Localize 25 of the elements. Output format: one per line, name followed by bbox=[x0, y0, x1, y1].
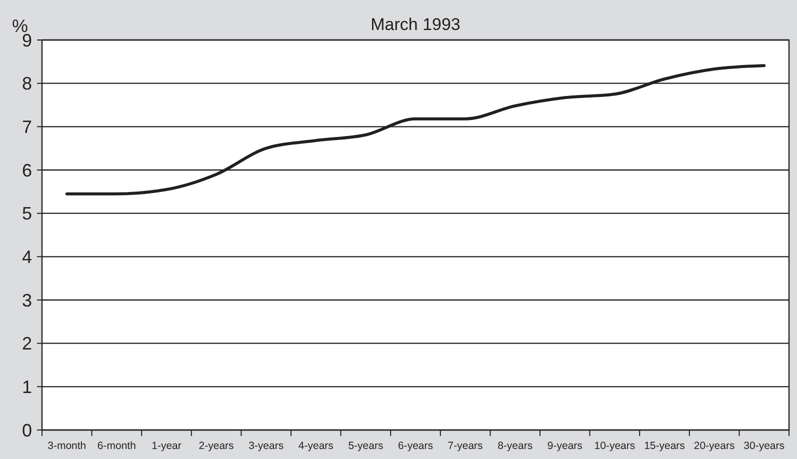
y-tick-label: 3 bbox=[22, 290, 32, 310]
x-tick-label: 4-years bbox=[298, 440, 334, 452]
x-tick-label: 10-years bbox=[594, 440, 636, 452]
x-tick-label: 20-years bbox=[694, 440, 735, 452]
y-tick-label: 1 bbox=[22, 376, 32, 397]
x-tick-label: 5-years bbox=[348, 440, 384, 452]
x-tick-label: 3-month bbox=[48, 440, 86, 452]
y-tick-label: 5 bbox=[22, 204, 32, 224]
x-tick-label: 9-years bbox=[547, 440, 582, 452]
x-tick-label: 30-years bbox=[744, 440, 785, 452]
y-tick-label: 6 bbox=[22, 160, 32, 180]
y-tick-label: 0 bbox=[22, 420, 32, 440]
x-tick-label: 8-years bbox=[498, 440, 533, 452]
x-tick-label: 6-years bbox=[398, 440, 434, 452]
x-tick-label: 15-years bbox=[644, 440, 685, 452]
x-tick-label: 6-month bbox=[97, 440, 136, 452]
y-tick-label: 7 bbox=[22, 116, 32, 137]
x-tick-label: 3-years bbox=[248, 440, 284, 452]
y-tick-label: 4 bbox=[22, 246, 32, 267]
x-tick-label: 1-year bbox=[152, 440, 182, 452]
x-tick-label: 7-years bbox=[448, 440, 483, 452]
y-tick-label: 8 bbox=[22, 74, 32, 94]
chart-title: March 1993 bbox=[370, 15, 460, 34]
y-tick-label: 2 bbox=[22, 334, 32, 354]
x-tick-label: 2-years bbox=[198, 440, 234, 452]
